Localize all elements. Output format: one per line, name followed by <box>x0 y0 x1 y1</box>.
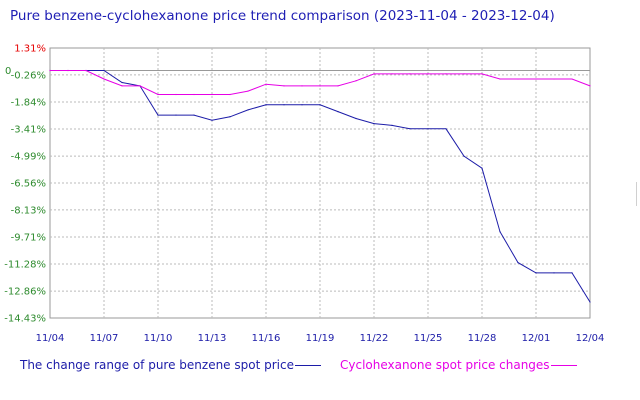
x-tick-label: 12/04 <box>576 333 605 344</box>
cyclohexanone-series-point <box>445 73 447 75</box>
legend-cyclohexanone-label: Cyclohexanone spot price changes <box>340 358 550 372</box>
y-axis-ticks: 1.31% -0.26% -1.84% -3.41% -4.99% -6.56% -8.13… <box>4 44 46 325</box>
benzene-series-point <box>319 104 321 106</box>
x-tick-label: 11/13 <box>198 333 227 344</box>
x-tick-label: 11/16 <box>252 333 281 344</box>
x-tick-label: 11/04 <box>36 333 65 344</box>
y-tick-label: -3.41% <box>11 124 46 135</box>
y-tick-label: -8.13% <box>11 205 46 216</box>
cyclohexanone-series-point <box>211 93 213 96</box>
benzene-series-point <box>157 114 159 116</box>
cyclohexanone-series-point <box>139 85 141 87</box>
series-lines <box>49 69 591 303</box>
benzene-series-point <box>229 116 231 118</box>
chart-title: Pure benzene-cyclohexanone price trend c… <box>10 8 555 24</box>
cyclohexanone-series-point <box>175 93 177 96</box>
benzene-series-point <box>589 301 591 303</box>
benzene-series-point <box>175 114 177 116</box>
cyclohexanone-series-point <box>193 93 195 96</box>
benzene-series-point <box>499 231 501 233</box>
legend-cyclohexanone-swatch <box>550 365 577 366</box>
y-tick-label: -6.56% <box>11 179 46 190</box>
y-tick-label: -11.28% <box>4 259 46 270</box>
cyclohexanone-series-point <box>391 73 393 75</box>
benzene-series-point <box>481 167 483 169</box>
legend-benzene-swatch <box>294 365 321 366</box>
cyclohexanone-series-point <box>67 69 69 72</box>
benzene-series-point <box>103 69 105 72</box>
cyclohexanone-series-line <box>50 70 591 95</box>
y-tick-label: -0.26% <box>11 70 46 81</box>
cyclohexanone-series-point <box>571 78 573 80</box>
benzene-series-point <box>211 119 213 121</box>
y-tick-label: -4.99% <box>11 152 46 163</box>
y-tick-label: -9.71% <box>11 233 46 244</box>
cyclohexanone-series-point <box>517 78 519 80</box>
benzene-series-point <box>571 272 573 274</box>
benzene-series-point <box>337 111 339 113</box>
benzene-series-point <box>265 104 267 106</box>
legend-benzene-label: The change range of pure benzene spot pr… <box>20 358 294 372</box>
x-axis-ticks: 11/04 11/07 11/10 11/13 11/16 11/19 11/22 11/25… <box>36 333 605 344</box>
y-tick-label: 1.31% <box>14 44 46 55</box>
cyclohexanone-series-point <box>355 80 357 82</box>
x-tick-label: 11/22 <box>360 333 389 344</box>
benzene-series-point <box>445 128 447 130</box>
cyclohexanone-series-point <box>373 73 375 75</box>
benzene-series-point <box>301 104 303 106</box>
x-tick-label: 11/25 <box>414 333 443 344</box>
cyclohexanone-series-point <box>589 85 591 87</box>
legend-cyclohexanone: Cyclohexanone spot price changes <box>340 358 577 372</box>
benzene-series-point <box>391 124 393 126</box>
cyclohexanone-series-point <box>49 69 51 72</box>
cyclohexanone-series-point <box>229 93 231 96</box>
x-tick-label: 12/01 <box>522 333 551 344</box>
y-tick-label: -12.86% <box>4 287 46 298</box>
cyclohexanone-series-point <box>85 69 87 72</box>
cyclohexanone-series-point <box>481 73 483 75</box>
cyclohexanone-series-point <box>157 93 159 96</box>
cyclohexanone-series-point <box>427 73 429 75</box>
x-tick-label: 11/19 <box>306 333 335 344</box>
cyclohexanone-series-point <box>319 85 321 87</box>
cyclohexanone-series-point <box>463 73 465 75</box>
benzene-series-point <box>535 272 537 274</box>
edge-divider <box>636 182 640 206</box>
legend-benzene: The change range of pure benzene spot pr… <box>20 358 321 372</box>
grid-lines <box>50 48 590 318</box>
cyclohexanone-series-point <box>121 85 123 87</box>
x-tick-label: 11/07 <box>90 333 119 344</box>
benzene-series-point <box>355 117 357 120</box>
cyclohexanone-series-point <box>247 90 249 92</box>
benzene-series-point <box>427 128 429 130</box>
benzene-series-point <box>121 81 123 84</box>
cyclohexanone-series-point <box>103 78 105 80</box>
cyclohexanone-series-point <box>337 85 339 87</box>
cyclohexanone-series-point <box>499 78 501 80</box>
benzene-series-point <box>193 114 195 116</box>
cyclohexanone-series-point <box>283 85 285 87</box>
y-tick-label: -14.43% <box>4 314 46 325</box>
benzene-series-point <box>247 109 249 111</box>
cyclohexanone-series-point <box>535 78 537 80</box>
benzene-series-point <box>517 261 519 264</box>
benzene-series-point <box>553 272 555 274</box>
benzene-series-point <box>283 104 285 106</box>
cyclohexanone-series-point <box>265 83 267 85</box>
benzene-series-point <box>409 128 411 130</box>
zero-label: 0 <box>5 66 11 77</box>
benzene-series-point <box>463 155 465 157</box>
x-tick-label: 11/10 <box>144 333 173 344</box>
cyclohexanone-series-point <box>409 73 411 75</box>
x-tick-label: 11/28 <box>468 333 497 344</box>
benzene-series-point <box>373 123 375 125</box>
cyclohexanone-series-point <box>553 78 555 80</box>
cyclohexanone-series-point <box>301 85 303 87</box>
y-tick-label: -1.84% <box>11 98 46 109</box>
